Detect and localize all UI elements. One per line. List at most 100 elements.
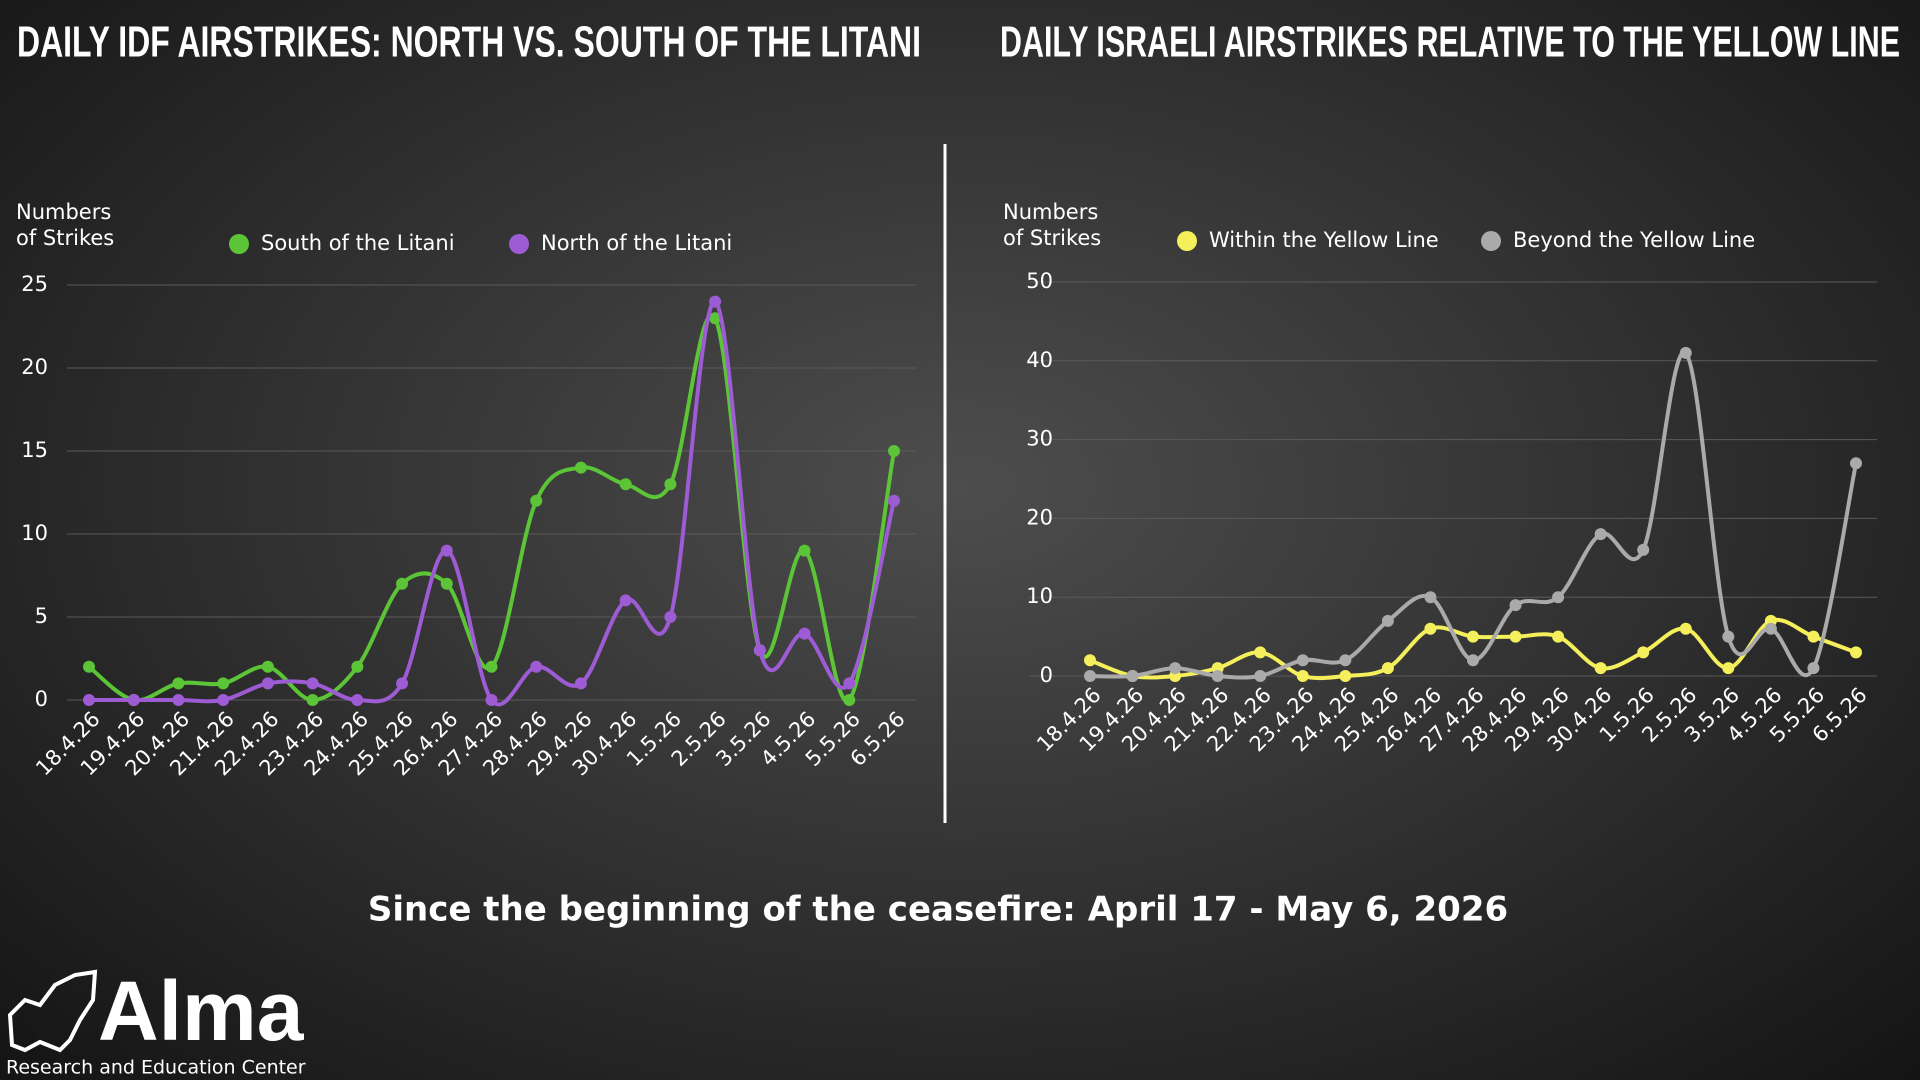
data-point <box>1509 599 1522 612</box>
data-point <box>1467 630 1479 643</box>
data-point <box>888 445 900 457</box>
data-point <box>396 677 409 690</box>
legend-label: North of the Litani <box>541 231 732 255</box>
y-tick-label: 15 <box>21 438 48 462</box>
data-point <box>1169 662 1182 675</box>
data-point <box>843 677 856 690</box>
data-point <box>664 611 677 623</box>
data-point <box>1339 670 1352 682</box>
data-point <box>440 544 453 557</box>
data-point <box>1254 670 1267 682</box>
y-tick-label: 5 <box>35 604 48 628</box>
data-point <box>1424 591 1437 604</box>
data-point <box>127 694 140 706</box>
logo-name: Alma <box>98 964 305 1058</box>
data-point <box>351 660 364 673</box>
data-point <box>1296 654 1309 667</box>
data-point <box>1637 543 1650 556</box>
data-point <box>1850 457 1862 470</box>
data-point <box>217 677 230 690</box>
legend-marker <box>229 234 249 254</box>
series-line <box>1089 350 1858 680</box>
legend-label: Beyond the Yellow Line <box>1513 228 1755 252</box>
chart-title: DAILY ISRAELI AIRSTRIKES RELATIVE TO THE… <box>1000 18 1900 67</box>
data-point <box>664 478 677 491</box>
data-point <box>1679 622 1692 635</box>
data-point <box>1722 662 1735 675</box>
data-point <box>396 577 409 590</box>
data-point <box>261 677 274 690</box>
data-point <box>1552 591 1565 604</box>
data-point <box>1552 630 1565 643</box>
data-point <box>1296 670 1309 682</box>
y-tick-label: 0 <box>1040 663 1053 687</box>
data-point <box>619 594 632 607</box>
subtitle: Since the beginning of the ceasefire: Ap… <box>368 890 1508 930</box>
legend-marker <box>1177 231 1197 251</box>
data-point <box>83 660 95 673</box>
data-point <box>574 677 587 690</box>
y-tick-label: 30 <box>1026 427 1053 451</box>
data-point <box>530 494 543 507</box>
data-point <box>709 295 722 308</box>
data-point <box>1637 646 1650 659</box>
data-point <box>798 544 811 557</box>
data-point <box>1764 622 1777 635</box>
data-point <box>172 694 185 706</box>
logo-tagline: Research and Education Center <box>6 1057 306 1079</box>
y-tick-label: 20 <box>1026 505 1053 529</box>
data-point <box>1339 654 1352 667</box>
data-point <box>1594 662 1607 675</box>
data-point <box>1084 654 1096 667</box>
data-point <box>217 694 230 706</box>
data-point <box>1807 662 1820 675</box>
series-line <box>1089 617 1857 681</box>
data-point <box>619 478 632 491</box>
data-point <box>1807 630 1820 643</box>
y-tick-label: 50 <box>1026 269 1053 293</box>
legend-label: South of the Litani <box>261 231 455 255</box>
data-point <box>485 694 498 706</box>
data-point <box>1126 670 1139 682</box>
series-line <box>87 313 896 704</box>
data-point <box>351 694 364 706</box>
y-tick-label: 10 <box>1026 584 1053 608</box>
data-point <box>1254 646 1267 659</box>
data-point <box>574 461 587 474</box>
data-point <box>1850 646 1862 659</box>
y-tick-label: 10 <box>21 521 48 545</box>
data-point <box>530 660 543 673</box>
data-point <box>1679 346 1692 359</box>
data-point <box>261 660 274 673</box>
legend-label: Within the Yellow Line <box>1209 228 1439 252</box>
data-point <box>83 694 95 706</box>
data-point <box>306 677 319 690</box>
data-point <box>1211 670 1224 682</box>
data-point <box>1424 622 1437 635</box>
data-point <box>1594 528 1607 541</box>
y-tick-label: 40 <box>1026 348 1053 372</box>
data-point <box>306 694 319 706</box>
y-tick-label: 20 <box>21 355 48 379</box>
data-point <box>1509 630 1522 643</box>
data-point <box>172 677 185 690</box>
legend-marker <box>509 234 529 254</box>
data-point <box>485 660 498 673</box>
legend-marker <box>1481 231 1501 251</box>
y-tick-label: 0 <box>35 687 48 711</box>
data-point <box>1722 630 1735 643</box>
data-point <box>888 494 900 507</box>
data-point <box>753 644 766 657</box>
data-point <box>709 312 722 325</box>
data-point <box>1467 654 1479 667</box>
data-point <box>1381 614 1394 627</box>
data-point <box>1381 662 1394 675</box>
logo-icon <box>7 969 98 1053</box>
y-axis-label: Numbers of Strikes <box>1003 200 1102 250</box>
chart-title: DAILY IDF AIRSTRIKES: NORTH VS. SOUTH OF… <box>17 18 921 67</box>
y-tick-label: 25 <box>21 272 48 296</box>
y-axis-label: Numbers of Strikes <box>16 200 115 250</box>
data-point <box>440 577 453 590</box>
